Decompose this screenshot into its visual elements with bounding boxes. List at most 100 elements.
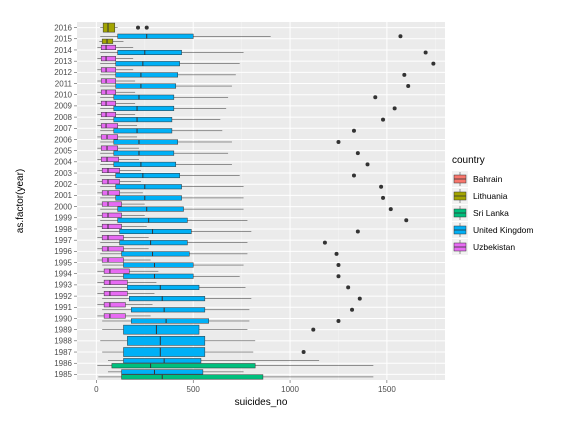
y-tick-label: 2000 (54, 202, 72, 211)
y-tick-label: 2010 (54, 91, 72, 100)
y-tick-label: 2007 (54, 124, 72, 133)
box-body (100, 100, 116, 106)
box-body (117, 49, 182, 56)
outlier-point (379, 184, 384, 189)
box-body (115, 83, 177, 89)
y-tick-label: 1991 (54, 303, 72, 312)
box-body (101, 235, 124, 241)
box-united-kingdom-2013 (100, 61, 436, 67)
outlier-point (351, 173, 356, 178)
outlier-point (357, 296, 362, 301)
box-uzbekistan-2014 (97, 44, 134, 50)
legend-label: Uzbekistan (473, 242, 515, 252)
legend-label: Sri Lanka (473, 208, 509, 218)
y-tick-label: 2015 (54, 35, 72, 44)
box-body (100, 112, 116, 118)
box-body (117, 33, 194, 39)
y-tick-label: 2014 (54, 46, 72, 55)
y-tick-label: 2003 (54, 169, 72, 178)
y-tick-label: 2016 (54, 23, 72, 32)
box-uzbekistan-2005 (97, 145, 139, 151)
box-body (127, 284, 200, 290)
box-united-kingdom-2005 (100, 150, 360, 156)
box-united-kingdom-1990 (102, 318, 341, 324)
box-body (100, 89, 116, 95)
x-axis: 0 500 1000 1500 (94, 380, 396, 394)
legend: country Bahrain Lithuania Sri Lanka United … (452, 155, 533, 255)
box-body (115, 184, 182, 190)
box-sri-lanka-1986 (97, 363, 374, 369)
box-united-kingdom-1986 (107, 358, 320, 364)
y-tick-label: 2004 (54, 158, 72, 167)
y-tick-label: 1995 (54, 258, 72, 267)
outlier-point (336, 274, 341, 279)
box-body (113, 105, 175, 111)
box-uzbekistan-2013 (97, 56, 134, 62)
box-body (113, 150, 175, 156)
box-body (103, 302, 126, 308)
box-body (130, 307, 206, 313)
grid-lines (77, 22, 445, 380)
box-body (100, 56, 116, 62)
box-body (101, 167, 120, 174)
box-body (117, 217, 188, 223)
x-tick-label: 1000 (281, 385, 299, 394)
box-united-kingdom-2002 (100, 184, 384, 190)
x-axis-title: suicides_no (235, 397, 288, 408)
box-body (115, 173, 180, 179)
box-sri-lanka-1985 (98, 374, 374, 380)
box-layer (97, 22, 436, 380)
box-body (119, 240, 188, 246)
box-united-kingdom-2015 (100, 33, 403, 39)
y-tick-label: 2012 (54, 68, 72, 77)
box-uzbekistan-2000 (97, 201, 145, 207)
y-tick-label: 1999 (54, 214, 72, 223)
box-body (115, 72, 178, 78)
box-uzbekistan-1995 (97, 257, 151, 263)
box-united-kingdom-2007 (100, 128, 356, 134)
box-body (113, 161, 177, 167)
box-body (100, 123, 118, 129)
y-tick-label: 2009 (54, 102, 72, 111)
box-united-kingdom-1996 (100, 251, 339, 257)
legend-key-uzbekistan (452, 239, 468, 255)
outlier-point (406, 84, 411, 89)
y-axis: 1985 1986 1987 1988 1989 1990 1991 1992 1993 1994… (54, 23, 77, 379)
box-body (101, 179, 120, 185)
box-united-kingdom-2014 (100, 49, 428, 56)
box-uzbekistan-1994 (97, 268, 159, 274)
box-body (115, 195, 182, 201)
box-body (101, 257, 124, 263)
x-tick-label: 500 (187, 385, 201, 394)
box-body (101, 201, 122, 207)
box-lithuania-2016 (100, 22, 149, 33)
box-uzbekistan-2006 (97, 134, 138, 140)
outlier-point (311, 327, 316, 332)
box-united-kingdom-2012 (100, 72, 407, 78)
outlier-point (402, 72, 407, 77)
box-body (115, 61, 180, 67)
outlier-point (322, 240, 327, 245)
box-body (123, 262, 194, 268)
outlier-point (355, 151, 360, 156)
box-uzbekistan-2008 (97, 112, 136, 118)
y-tick-label: 2008 (54, 113, 72, 122)
y-tick-label: 2011 (55, 79, 73, 88)
outlier-point (398, 34, 403, 39)
box-united-kingdom-1999 (100, 217, 409, 223)
legend-key-united-kingdom (452, 222, 468, 238)
x-tick-label: 0 (94, 385, 99, 394)
box-body (113, 117, 173, 123)
box-body (123, 273, 194, 279)
box-united-kingdom-1992 (102, 296, 362, 302)
box-body (103, 313, 126, 319)
y-tick-label: 2002 (54, 180, 72, 189)
legend-title: country (452, 155, 485, 166)
box-united-kingdom-1988 (100, 336, 256, 346)
box-body (121, 251, 190, 257)
box-body (100, 156, 119, 162)
box-body (130, 318, 209, 324)
outlier-point (136, 25, 141, 30)
legend-label: Bahrain (473, 174, 503, 184)
